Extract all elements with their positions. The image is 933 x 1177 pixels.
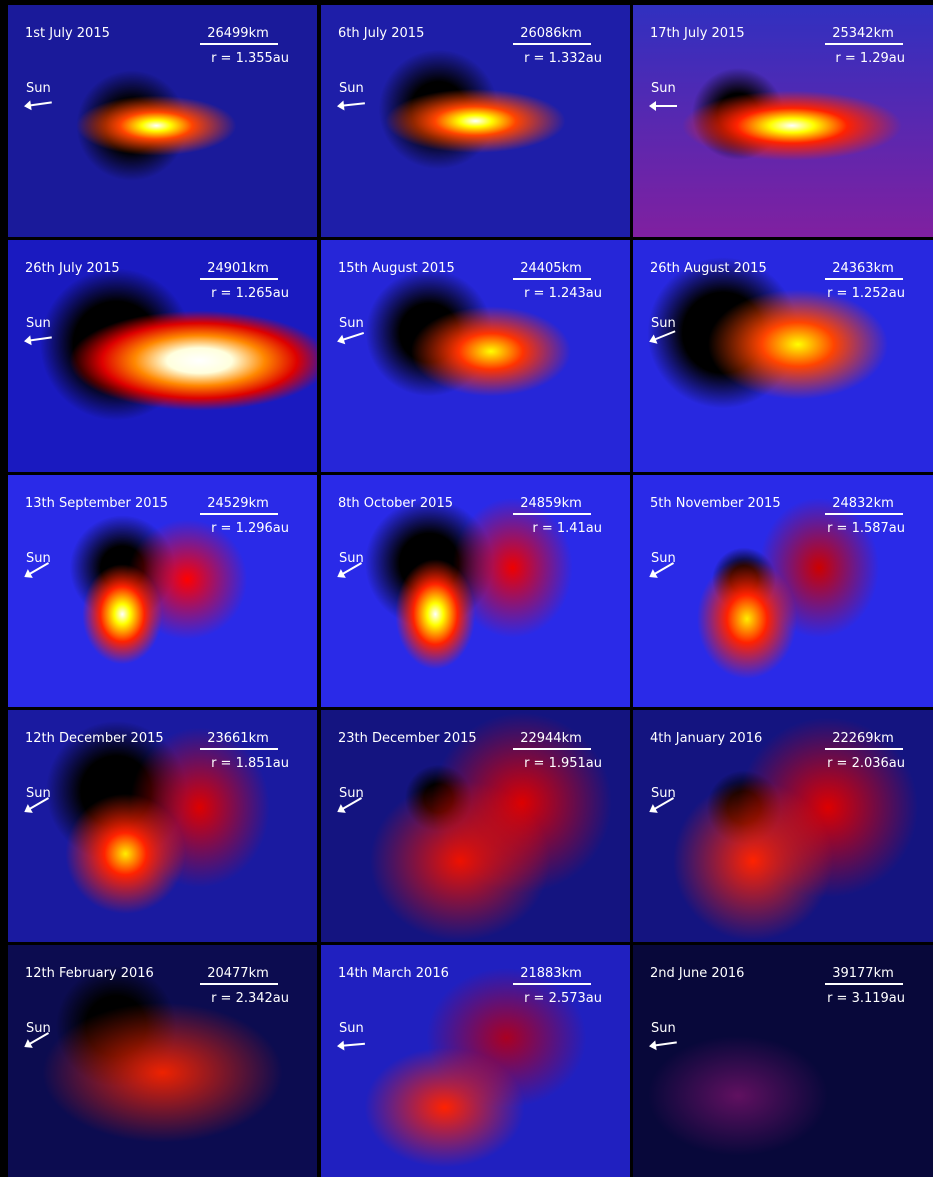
sun-arrow	[651, 1041, 677, 1047]
distance-label: r = 1.243au	[524, 286, 602, 301]
sun-label: Sun	[651, 81, 676, 96]
scale-bar	[200, 278, 278, 280]
scale-bar	[513, 513, 591, 515]
distance-label: r = 1.265au	[211, 286, 289, 301]
comet-image: 2nd June 2016 39177km r = 3.119au Sun	[633, 945, 933, 1177]
date-label: 26th August 2015	[650, 261, 767, 276]
date-label: 1st July 2015	[25, 26, 110, 41]
distance-label: r = 1.41au	[532, 521, 602, 536]
date-label: 26th July 2015	[25, 261, 120, 276]
scale-label: 22944km	[511, 731, 591, 746]
sun-label: Sun	[339, 81, 364, 96]
scale-label: 24859km	[511, 496, 591, 511]
comet-image: 26th August 2015 24363km r = 1.252au Sun	[633, 240, 933, 472]
scale-bar	[513, 983, 591, 985]
distance-label: r = 1.355au	[211, 51, 289, 66]
sun-label: Sun	[651, 316, 676, 331]
date-label: 6th July 2015	[338, 26, 424, 41]
date-label: 12th December 2015	[25, 731, 164, 746]
distance-label: r = 1.29au	[835, 51, 905, 66]
scale-label: 24901km	[198, 261, 278, 276]
sun-arrow	[26, 101, 52, 107]
date-label: 8th October 2015	[338, 496, 453, 511]
distance-label: r = 1.951au	[524, 756, 602, 771]
sun-label: Sun	[339, 316, 364, 331]
scale-label: 21883km	[511, 966, 591, 981]
sun-arrow	[26, 336, 52, 342]
scale-bar	[825, 513, 903, 515]
scale-label: 24529km	[198, 496, 278, 511]
distance-label: r = 1.587au	[827, 521, 905, 536]
scale-label: 22269km	[823, 731, 903, 746]
scale-label: 25342km	[823, 26, 903, 41]
sun-label: Sun	[26, 316, 51, 331]
scale-label: 24832km	[823, 496, 903, 511]
sun-label: Sun	[26, 81, 51, 96]
scale-bar	[513, 43, 591, 45]
sun-arrow	[339, 102, 365, 107]
sun-arrow	[651, 330, 676, 342]
date-label: 4th January 2016	[650, 731, 762, 746]
date-label: 2nd June 2016	[650, 966, 744, 981]
scale-label: 20477km	[198, 966, 278, 981]
comet-image: 14th March 2016 21883km r = 2.573au Sun	[321, 945, 630, 1177]
scale-bar	[825, 278, 903, 280]
scale-bar	[200, 43, 278, 45]
image-grid: 1st July 201526499kmr = 1.355auSun6th Ju…	[0, 0, 933, 1173]
scale-bar	[513, 748, 591, 750]
comet-image: 6th July 2015 26086km r = 1.332au Sun	[321, 5, 630, 237]
date-label: 13th September 2015	[25, 496, 168, 511]
sun-label: Sun	[339, 1021, 364, 1036]
date-label: 17th July 2015	[650, 26, 745, 41]
distance-label: r = 1.252au	[827, 286, 905, 301]
distance-label: r = 1.332au	[524, 51, 602, 66]
sun-arrow	[651, 105, 677, 107]
date-label: 15th August 2015	[338, 261, 455, 276]
scale-label: 24405km	[511, 261, 591, 276]
sun-arrow	[339, 1043, 365, 1047]
date-label: 14th March 2016	[338, 966, 449, 981]
sun-label: Sun	[651, 1021, 676, 1036]
scale-label: 23661km	[198, 731, 278, 746]
comet-image: 17th July 2015 25342km r = 1.29au Sun	[633, 5, 933, 237]
distance-label: r = 2.036au	[827, 756, 905, 771]
scale-label: 26086km	[511, 26, 591, 41]
distance-label: r = 2.573au	[524, 991, 602, 1006]
scale-label: 24363km	[823, 261, 903, 276]
sun-arrow	[339, 332, 364, 342]
comet-image: 1st July 2015 26499km r = 1.355au Sun	[8, 5, 317, 237]
scale-label: 26499km	[198, 26, 278, 41]
distance-label: r = 2.342au	[211, 991, 289, 1006]
comet-image: 26th July 2015 24901km r = 1.265au Sun	[8, 240, 317, 472]
date-label: 23th December 2015	[338, 731, 477, 746]
date-label: 5th November 2015	[650, 496, 781, 511]
scale-bar	[825, 43, 903, 45]
scale-label: 39177km	[823, 966, 903, 981]
scale-bar	[513, 278, 591, 280]
scale-bar	[200, 513, 278, 515]
scale-bar	[200, 748, 278, 750]
distance-label: r = 1.851au	[211, 756, 289, 771]
distance-label: r = 1.296au	[211, 521, 289, 536]
scale-bar	[825, 983, 903, 985]
date-label: 12th February 2016	[25, 966, 154, 981]
distance-label: r = 3.119au	[827, 991, 905, 1006]
scale-bar	[200, 983, 278, 985]
comet-image: 15th August 2015 24405km r = 1.243au Sun	[321, 240, 630, 472]
scale-bar	[825, 748, 903, 750]
